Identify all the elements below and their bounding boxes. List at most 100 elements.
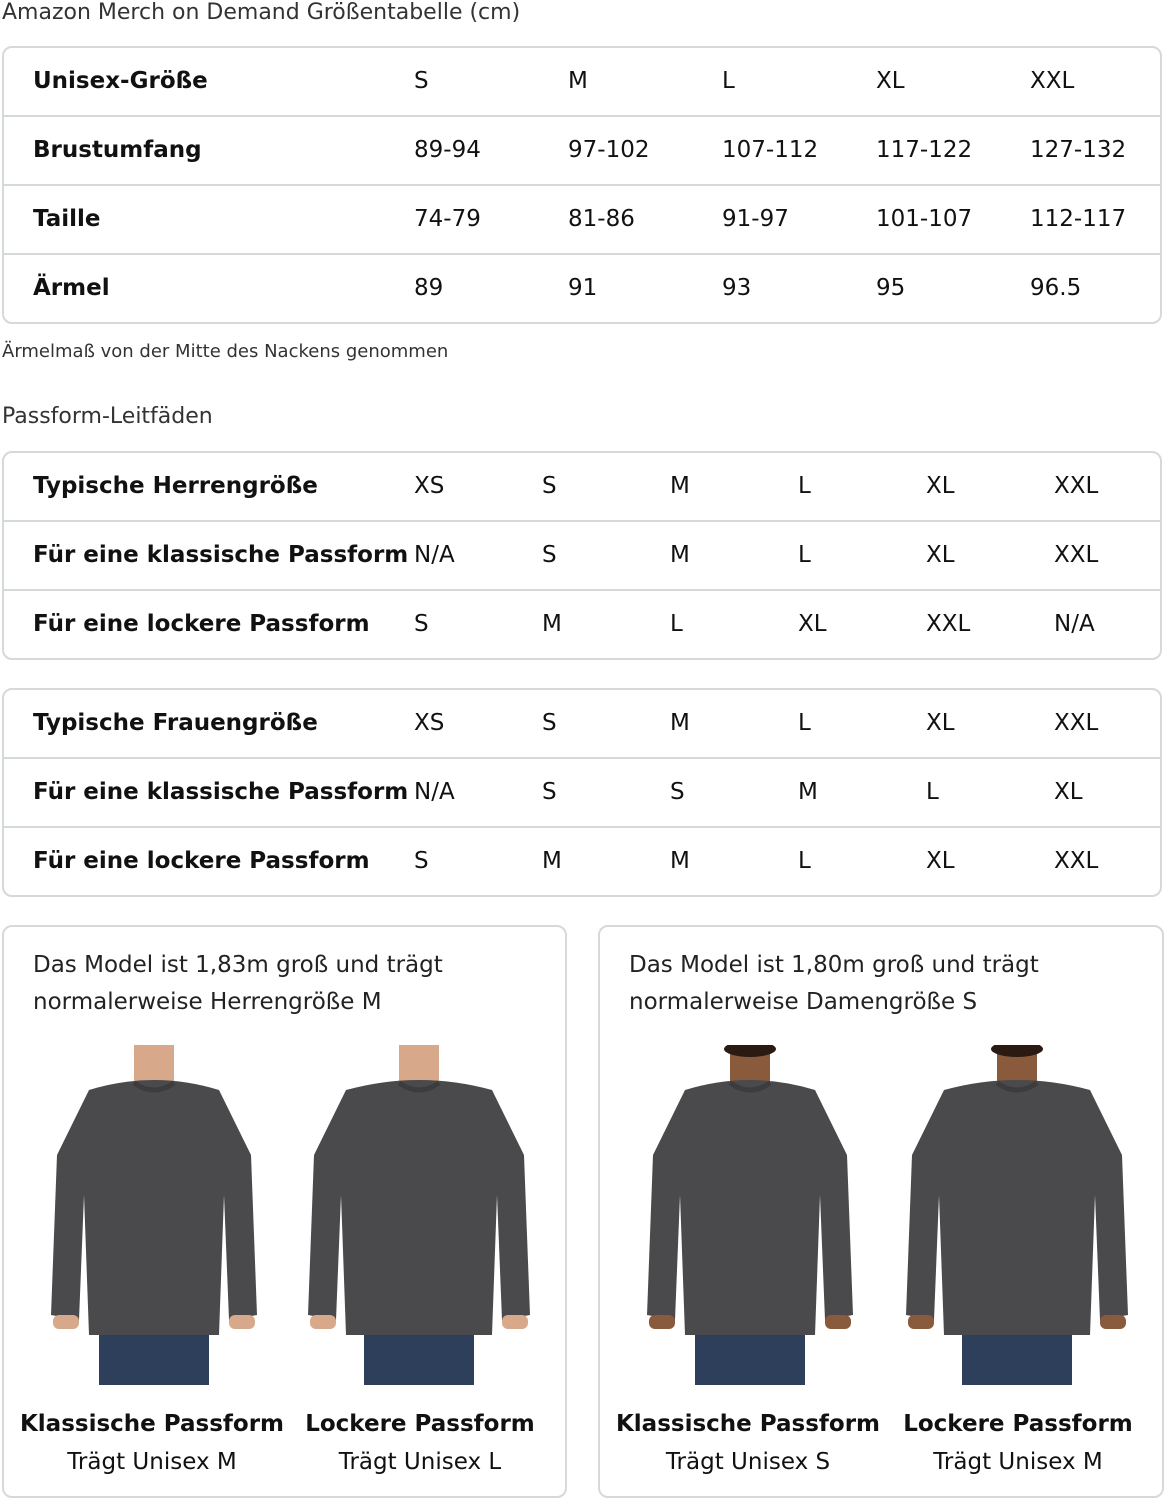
table-cell: S bbox=[414, 611, 429, 637]
table-row: Für eine lockere Passform S M M L XL XXL bbox=[4, 828, 1160, 895]
table-cell: XS bbox=[414, 710, 445, 736]
table-cell: XL bbox=[926, 542, 955, 568]
wears-label: Trägt Unisex M bbox=[67, 1449, 237, 1475]
row-label: Typische Frauengröße bbox=[33, 710, 318, 736]
table-cell: 101-107 bbox=[876, 206, 973, 232]
table-cell: L bbox=[798, 473, 811, 499]
table-cell: XL bbox=[926, 848, 955, 874]
table-cell: L bbox=[798, 542, 811, 568]
table-cell: 127-132 bbox=[1030, 137, 1127, 163]
table-cell: S bbox=[542, 710, 557, 736]
fit-label: Klassische Passform bbox=[19, 1411, 285, 1437]
table-cell: 89-94 bbox=[414, 137, 481, 163]
jeans bbox=[364, 1335, 474, 1385]
row-label: Für eine lockere Passform bbox=[33, 848, 370, 874]
caption-loose: Lockere Passform Trägt Unisex L bbox=[280, 1405, 560, 1481]
table-cell: M bbox=[568, 68, 588, 94]
table-cell: 91 bbox=[568, 275, 598, 301]
table-cell: XL bbox=[926, 473, 955, 499]
fit-guide-heading: Passform-Leitfäden bbox=[2, 404, 213, 429]
model-photo-classic bbox=[29, 1045, 279, 1385]
sweatshirt bbox=[308, 1080, 530, 1335]
table-row: Taille 74-79 81-86 91-97 101-107 112-117 bbox=[4, 186, 1160, 255]
table-cell: S bbox=[414, 68, 429, 94]
table-cell: XXL bbox=[1030, 68, 1075, 94]
table-cell: XS bbox=[414, 473, 445, 499]
table-cell: 91-97 bbox=[722, 206, 789, 232]
table-cell: 112-117 bbox=[1030, 206, 1127, 232]
table-cell: XXL bbox=[926, 611, 971, 637]
table-cell: 107-112 bbox=[722, 137, 819, 163]
model-photo-classic bbox=[625, 1041, 875, 1385]
row-label: Für eine lockere Passform bbox=[33, 611, 370, 637]
row-label: Für eine klassische Passform bbox=[33, 779, 409, 805]
table-cell: 97-102 bbox=[568, 137, 650, 163]
table-cell: M bbox=[542, 848, 562, 874]
table-cell: M bbox=[798, 779, 818, 805]
model-photo-loose bbox=[294, 1045, 544, 1385]
table-cell: XL bbox=[1054, 779, 1083, 805]
women-model-card: Das Model ist 1,80m groß und trägt norma… bbox=[598, 925, 1164, 1498]
table-cell: XXL bbox=[1054, 473, 1099, 499]
table-cell: 81-86 bbox=[568, 206, 635, 232]
fit-label: Klassische Passform bbox=[615, 1411, 881, 1437]
table-cell: 74-79 bbox=[414, 206, 481, 232]
wears-label: Trägt Unisex S bbox=[665, 1449, 831, 1475]
table-row: Für eine lockere Passform S M L XL XXL N/A bbox=[4, 591, 1160, 658]
table-cell: S bbox=[542, 779, 557, 805]
caption-classic: Klassische Passform Trägt Unisex S bbox=[608, 1405, 888, 1481]
table-cell: XL bbox=[798, 611, 827, 637]
table-row: Brustumfang 89-94 97-102 107-112 117-122 127-… bbox=[4, 117, 1160, 186]
model-description: Das Model ist 1,83m groß und trägt norma… bbox=[33, 952, 443, 1015]
table-cell: XL bbox=[926, 710, 955, 736]
table-cell: 95 bbox=[876, 275, 906, 301]
table-cell: L bbox=[798, 710, 811, 736]
model-photo-loose bbox=[892, 1041, 1142, 1385]
men-fit-table: Typische Herrengröße XS S M L XL XXL Für eine k… bbox=[2, 451, 1162, 660]
table-cell: XXL bbox=[1054, 710, 1099, 736]
table-row: Typische Herrengröße XS S M L XL XXL bbox=[4, 453, 1160, 522]
table-cell: XL bbox=[876, 68, 905, 94]
row-label: Ärmel bbox=[33, 275, 110, 301]
wears-label: Trägt Unisex L bbox=[338, 1449, 502, 1475]
table-cell: M bbox=[670, 848, 690, 874]
caption-loose: Lockere Passform Trägt Unisex M bbox=[878, 1405, 1158, 1481]
table-row: Für eine klassische Passform N/A S M L XL XXL bbox=[4, 522, 1160, 591]
caption-classic: Klassische Passform Trägt Unisex M bbox=[12, 1405, 292, 1481]
jeans bbox=[695, 1335, 805, 1385]
table-cell: M bbox=[670, 473, 690, 499]
table-row: Für eine klassische Passform N/A S S M L XL bbox=[4, 759, 1160, 828]
table-cell: N/A bbox=[414, 779, 455, 805]
table-cell: 117-122 bbox=[876, 137, 973, 163]
table-cell: M bbox=[670, 710, 690, 736]
table-row: Unisex-Größe S M L XL XXL bbox=[4, 48, 1160, 117]
table-cell: L bbox=[926, 779, 939, 805]
table-cell: XXL bbox=[1054, 542, 1099, 568]
table-cell: N/A bbox=[414, 542, 455, 568]
jeans bbox=[99, 1335, 209, 1385]
table-cell: XXL bbox=[1054, 848, 1099, 874]
page-title: Amazon Merch on Demand Größentabelle (cm… bbox=[2, 0, 521, 25]
model-description: Das Model ist 1,80m groß und trägt norma… bbox=[629, 952, 1039, 1015]
table-cell: M bbox=[670, 542, 690, 568]
table-cell: M bbox=[542, 611, 562, 637]
sweatshirt bbox=[51, 1080, 257, 1335]
table-cell: S bbox=[414, 848, 429, 874]
unisex-size-table: Unisex-Größe S M L XL XXL Brustumfang 89-94 97-1… bbox=[2, 46, 1162, 324]
row-label: Unisex-Größe bbox=[33, 68, 208, 94]
row-label: Typische Herrengröße bbox=[33, 473, 318, 499]
table-cell: S bbox=[542, 542, 557, 568]
jeans bbox=[962, 1335, 1072, 1385]
fit-label: Lockere Passform bbox=[305, 1411, 535, 1437]
table-cell: 93 bbox=[722, 275, 752, 301]
sweatshirt bbox=[647, 1080, 853, 1335]
table-row: Ärmel 89 91 93 95 96.5 bbox=[4, 255, 1160, 322]
table-cell: N/A bbox=[1054, 611, 1095, 637]
table-cell: L bbox=[670, 611, 683, 637]
women-fit-table: Typische Frauengröße XS S M L XL XXL Für eine k… bbox=[2, 688, 1162, 897]
row-label: Brustumfang bbox=[33, 137, 202, 163]
wears-label: Trägt Unisex M bbox=[933, 1449, 1103, 1475]
table-row: Typische Frauengröße XS S M L XL XXL bbox=[4, 690, 1160, 759]
row-label: Taille bbox=[33, 206, 101, 232]
fit-label: Lockere Passform bbox=[903, 1411, 1133, 1437]
